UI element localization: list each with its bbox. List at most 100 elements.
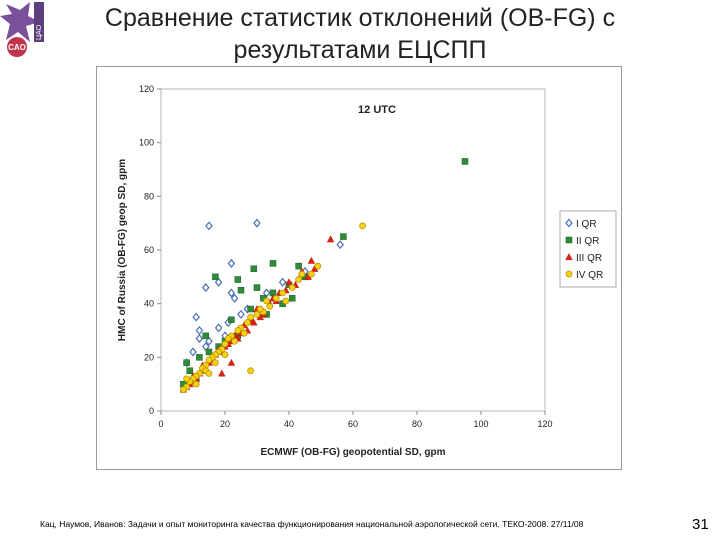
- series-i-qr-point: [237, 309, 245, 319]
- series-iv-qr-point: [192, 380, 200, 388]
- legend-marker-2: [565, 236, 573, 244]
- y-tick-label: 20: [144, 352, 154, 362]
- page-number: 31: [692, 516, 709, 533]
- legend-label: II QR: [576, 236, 599, 247]
- series-i-qr-point: [214, 277, 223, 287]
- series-iv-qr-point: [314, 262, 322, 270]
- series-iv-qr-point: [308, 270, 315, 278]
- series-i-qr-point: [195, 334, 204, 344]
- series-iv-qr-point: [183, 375, 190, 383]
- series-iv-qr-point: [247, 313, 254, 321]
- series-ii-qr-point: [234, 276, 242, 283]
- series-iii-qr-point: [326, 235, 335, 243]
- logo-side-text: ЦАО: [36, 24, 43, 40]
- series-iv-qr-point: [180, 386, 187, 393]
- y-tick-label: 100: [139, 138, 154, 148]
- series-i-qr-point: [336, 240, 344, 250]
- series-i-qr-point: [192, 312, 200, 322]
- legend-label: I QR: [576, 219, 597, 230]
- legend-marker-3: [565, 253, 573, 261]
- series-i-qr-point: [227, 258, 236, 268]
- series-ii-qr-point: [461, 158, 469, 165]
- slide-title-line-2: результатами ЕЦСПП: [233, 36, 487, 64]
- series-iv-qr-point: [224, 335, 232, 342]
- scatter-chart: 0 20 40 60 80 100 120 0 20 40 60 80 100 120 I QR II QR I…: [117, 84, 617, 458]
- series-i-qr-point: [278, 277, 287, 287]
- series-ii-qr-point: [205, 348, 213, 356]
- series-ii-qr-point: [237, 287, 245, 294]
- series-i-qr-point: [230, 293, 239, 303]
- series-iv-qr-point: [288, 284, 296, 291]
- series-iv-qr-point: [240, 329, 248, 337]
- series-ii-qr-point: [183, 359, 190, 366]
- series-ii-qr-point: [288, 295, 296, 302]
- series-iv-qr-point: [279, 289, 286, 297]
- series-i-qr-point: [205, 221, 213, 231]
- y-tick-label: 0: [149, 406, 154, 416]
- series-iv-qr-point: [231, 337, 238, 345]
- series-iv-qr-point: [212, 359, 219, 367]
- series-iii-qr-point: [250, 318, 258, 326]
- series-iv-qr-point: [282, 297, 290, 305]
- series-iv-qr-point: [272, 294, 280, 302]
- series-iv-qr-point: [221, 340, 229, 348]
- series-iv-qr-point: [205, 356, 213, 364]
- footer-citation: Кац, Наумов, Иванов: Задачи и опыт монит…: [40, 519, 584, 529]
- logo-text: CAO: [8, 43, 26, 52]
- series-i-qr-point: [202, 283, 210, 293]
- chart-frame: 0 20 40 60 80 100 120 0 20 40 60 80 100 120 I QR II QR I…: [96, 66, 622, 470]
- series-ii-qr-point: [247, 305, 254, 313]
- series-iv-qr-point: [263, 297, 270, 305]
- series-iv-qr-point: [247, 367, 254, 375]
- series-iv-qr-point: [234, 327, 242, 334]
- chart-title: 12 UTC: [358, 104, 396, 116]
- x-tick-label: 120: [537, 419, 552, 429]
- series-i-qr-point: [253, 218, 261, 228]
- series-iii-qr-point: [218, 369, 226, 377]
- y-tick-label: 40: [144, 299, 154, 309]
- x-tick-label: 0: [158, 419, 163, 429]
- series-iv-qr-point: [298, 270, 306, 278]
- logo-side-band: [34, 2, 44, 42]
- x-tick-label: 40: [284, 419, 294, 429]
- series-ii-qr-point: [196, 354, 203, 361]
- x-tick-label: 100: [473, 419, 488, 429]
- series-ii-qr-point: [250, 265, 258, 273]
- series-iii-qr-point: [285, 278, 293, 286]
- logo-circle: [7, 37, 27, 57]
- series-iv-qr-point: [295, 276, 302, 283]
- series-iii-qr-point: [227, 358, 236, 366]
- series-iv-qr-point: [205, 370, 213, 377]
- x-tick-label: 20: [220, 419, 230, 429]
- series-iii-qr-point: [307, 256, 316, 264]
- slide-title: Сравнение статистик отклонений (OB-FG) с…: [60, 2, 660, 66]
- legend-marker-1: [565, 218, 573, 228]
- series-iv-qr-point: [359, 222, 366, 230]
- x-axis-label: ECMWF (OB-FG) geopotential SD, gpm: [261, 447, 446, 458]
- legend-marker-4: [565, 270, 573, 278]
- series-iv-qr-point: [253, 311, 261, 318]
- series-ii-qr-point: [269, 260, 277, 267]
- series-iv-qr-point: [244, 319, 251, 326]
- series-i-qr-point: [189, 347, 197, 357]
- y-axis-label: HMC of Russia (OB-FG) geop SD, gpm: [117, 159, 128, 341]
- series-i-qr-point: [214, 323, 223, 333]
- y-tick-label: 120: [139, 84, 154, 94]
- series-ii-qr-point: [253, 284, 261, 291]
- cao-logo: ЦАО CAO: [0, 2, 44, 57]
- y-tick-label: 80: [144, 191, 154, 201]
- legend-label: IV QR: [576, 270, 603, 281]
- x-tick-label: 60: [348, 419, 358, 429]
- series-ii-qr-point: [186, 367, 194, 374]
- y-tick-label: 60: [144, 245, 154, 255]
- series-iv-qr-point: [266, 303, 274, 310]
- series-ii-qr-point: [340, 233, 347, 240]
- series-ii-qr-point: [212, 273, 219, 281]
- logo-star-shape: [0, 2, 40, 42]
- legend-label: III QR: [576, 253, 602, 264]
- x-tick-label: 80: [412, 419, 422, 429]
- series-ii-qr-point: [202, 332, 210, 340]
- series-iv-qr-point: [256, 305, 264, 313]
- slide-title-line-1: Сравнение статистик отклонений (OB-FG) с: [104, 4, 616, 32]
- series-ii-qr-point: [295, 262, 302, 270]
